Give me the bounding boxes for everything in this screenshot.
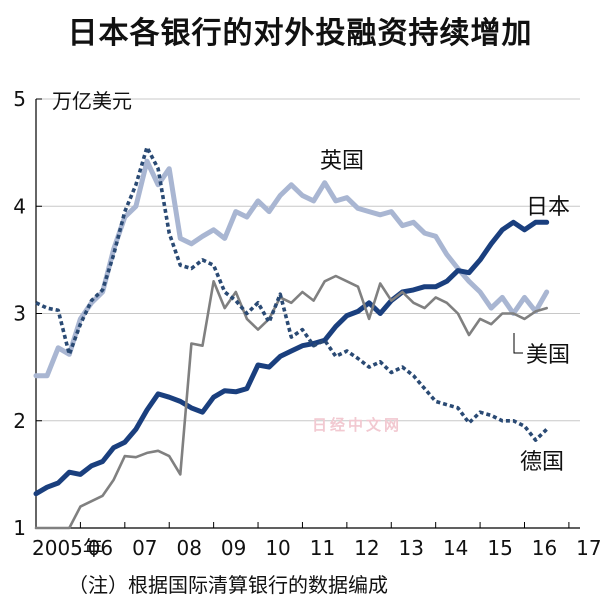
y-tick-label: 1 (13, 516, 26, 540)
x-tick-label: 06 (88, 536, 113, 560)
y-axis-label: 万亿美元 (52, 89, 132, 113)
x-tick-label: 09 (221, 536, 246, 560)
x-tick-label: 2005年 (32, 536, 103, 560)
x-tick-label: 07 (132, 536, 157, 560)
x-tick-label: 08 (176, 536, 201, 560)
series-line-德国 (35, 145, 548, 442)
series-line-日本 (33, 219, 550, 497)
x-tick-label: 12 (354, 536, 379, 560)
footnote: （注）根据国际清算银行的数据编成 (68, 573, 388, 597)
label-leader-line (513, 333, 523, 354)
watermark: 日经中文网 (312, 416, 403, 434)
x-tick-label: 16 (532, 536, 557, 560)
x-tick-label: 15 (487, 536, 512, 560)
y-tick-label: 2 (13, 409, 26, 433)
x-tick-label: 14 (443, 536, 468, 560)
series-label-英国: 英国 (320, 149, 364, 174)
y-tick-label: 5 (13, 87, 26, 111)
series-label-德国: 德国 (520, 450, 564, 475)
chart-title: 日本各银行的对外投融资持续增加 (67, 16, 533, 51)
gridlines (36, 98, 580, 422)
series-lines (33, 145, 550, 530)
series-label-日本: 日本 (526, 195, 570, 220)
x-tick-label: 13 (399, 536, 424, 560)
x-tick-label: 10 (265, 536, 290, 560)
x-tick-label: 17 (576, 536, 600, 560)
y-tick-label: 4 (13, 194, 26, 218)
x-tick-label: 11 (310, 536, 335, 560)
y-tick-label: 3 (13, 302, 26, 326)
series-label-美国: 美国 (526, 343, 570, 368)
series-line-美国 (34, 274, 548, 530)
